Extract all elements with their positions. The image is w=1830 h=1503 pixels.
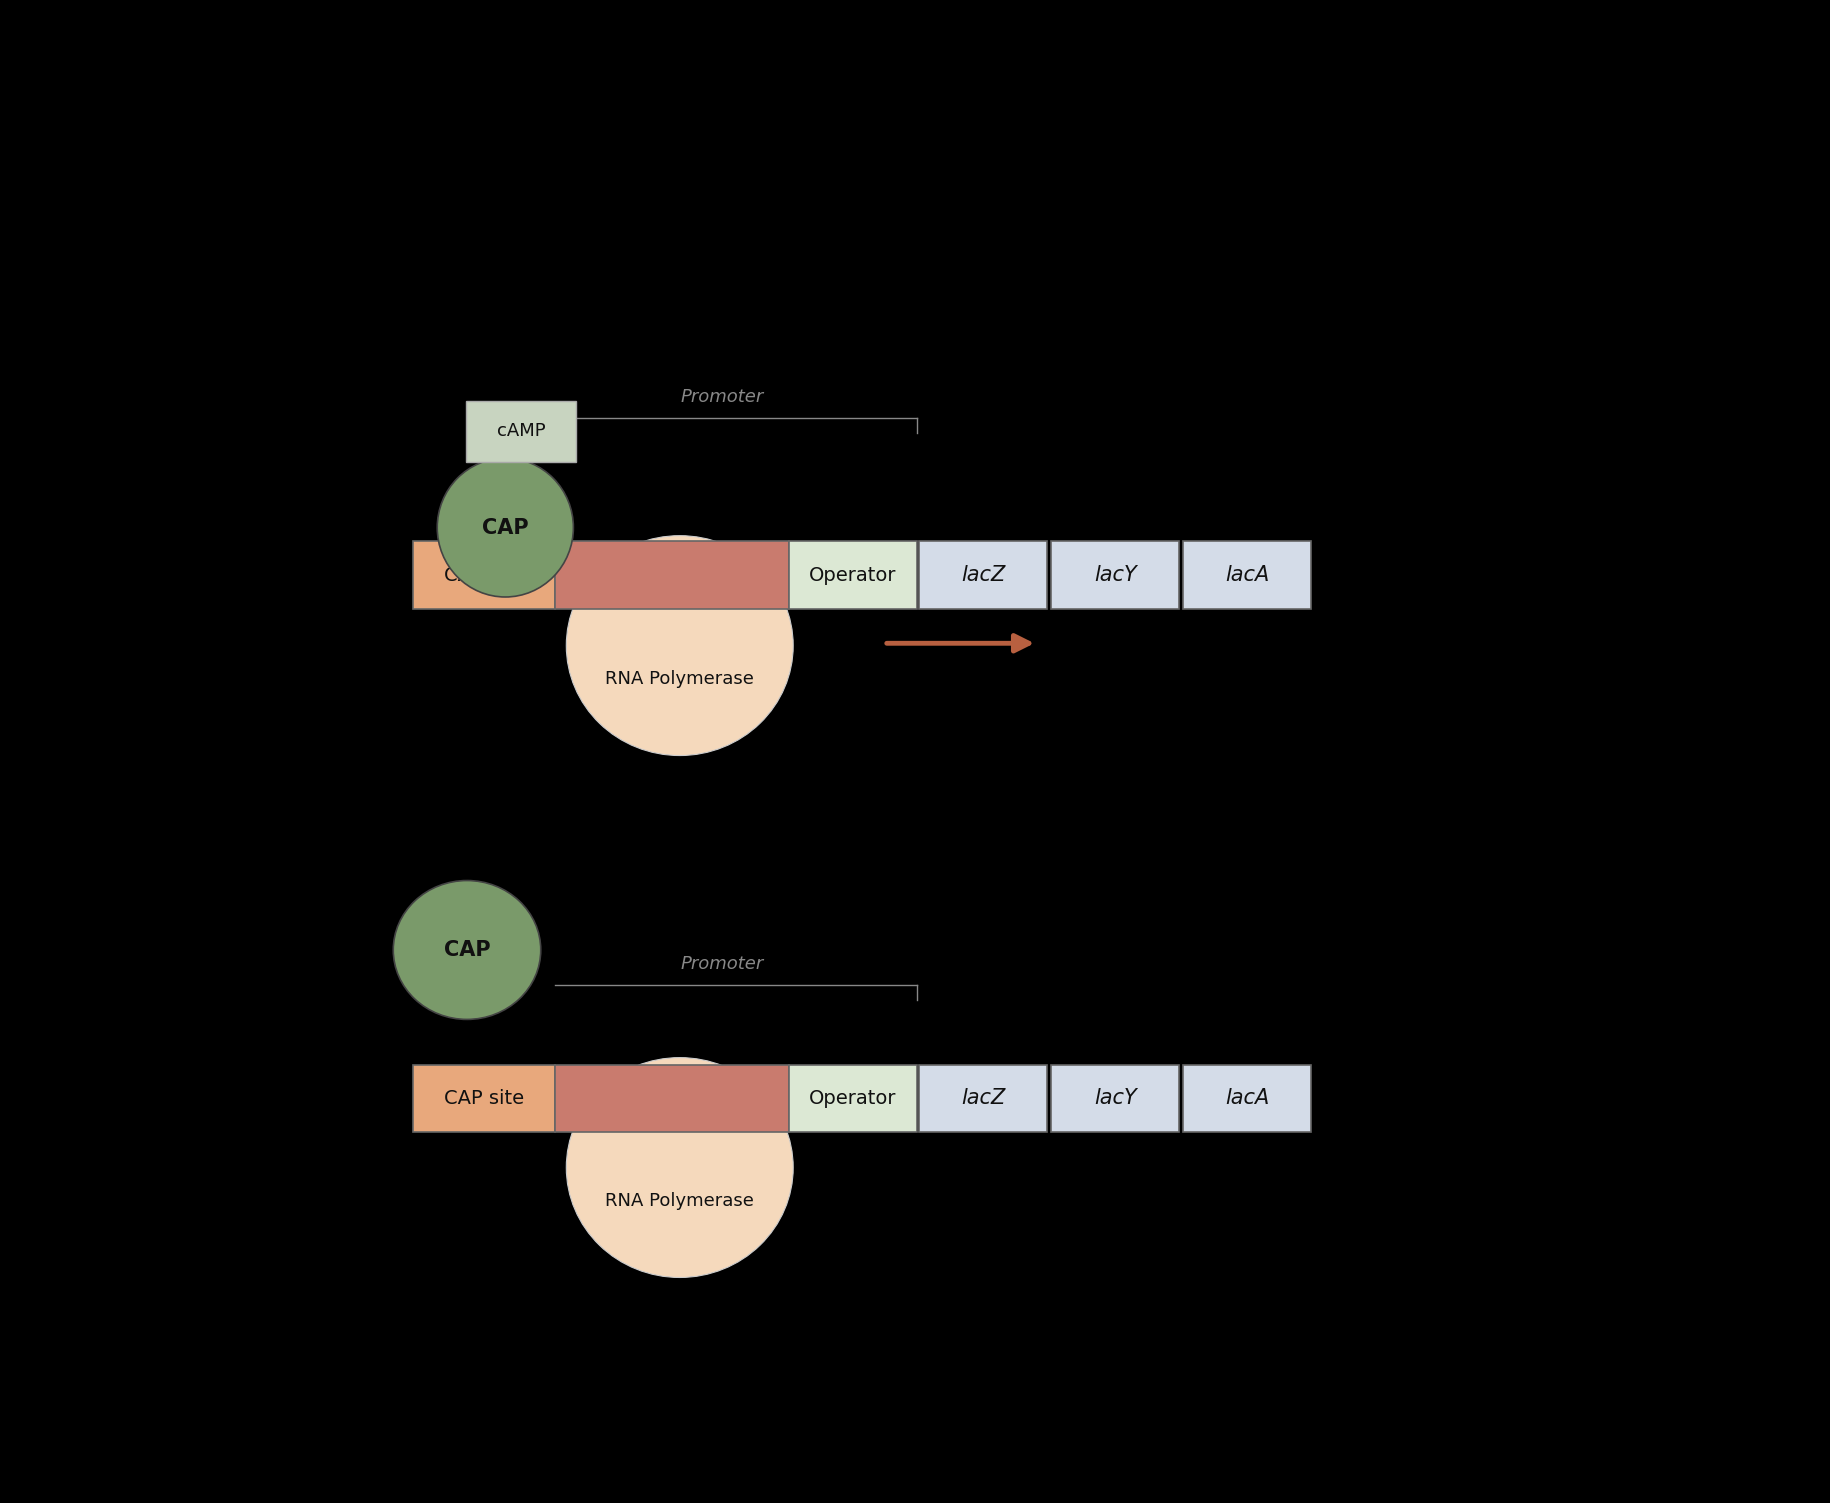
Ellipse shape bbox=[565, 535, 792, 756]
Text: CAP: CAP bbox=[443, 939, 490, 960]
FancyBboxPatch shape bbox=[465, 401, 576, 461]
Bar bbox=[919, 541, 1047, 609]
Text: lacA: lacA bbox=[1224, 1088, 1270, 1108]
Text: RNA Polymerase: RNA Polymerase bbox=[606, 1192, 754, 1210]
Text: Operator: Operator bbox=[809, 1088, 897, 1108]
Bar bbox=[1184, 1064, 1310, 1132]
Bar bbox=[554, 1064, 789, 1132]
Text: CAP site: CAP site bbox=[445, 565, 523, 585]
Bar bbox=[789, 541, 917, 609]
Text: lacY: lacY bbox=[1094, 1088, 1136, 1108]
Ellipse shape bbox=[565, 1058, 792, 1278]
Bar bbox=[919, 1064, 1047, 1132]
Text: Promoter: Promoter bbox=[681, 388, 763, 406]
Ellipse shape bbox=[437, 458, 573, 597]
Text: CAP: CAP bbox=[481, 517, 529, 538]
Text: Operator: Operator bbox=[809, 565, 897, 585]
Bar bbox=[554, 541, 789, 609]
Bar bbox=[1050, 1064, 1179, 1132]
Text: CAP site: CAP site bbox=[445, 1088, 523, 1108]
Ellipse shape bbox=[393, 881, 542, 1019]
Text: Promoter: Promoter bbox=[681, 954, 763, 972]
Bar bbox=[1184, 541, 1310, 609]
Text: lacZ: lacZ bbox=[961, 1088, 1005, 1108]
Bar bbox=[414, 541, 554, 609]
Text: cAMP: cAMP bbox=[496, 422, 545, 440]
Text: lacY: lacY bbox=[1094, 565, 1136, 585]
Text: lacA: lacA bbox=[1224, 565, 1270, 585]
Bar bbox=[1050, 541, 1179, 609]
Bar bbox=[414, 1064, 554, 1132]
Text: RNA Polymerase: RNA Polymerase bbox=[606, 669, 754, 687]
Bar bbox=[789, 1064, 917, 1132]
Text: lacZ: lacZ bbox=[961, 565, 1005, 585]
